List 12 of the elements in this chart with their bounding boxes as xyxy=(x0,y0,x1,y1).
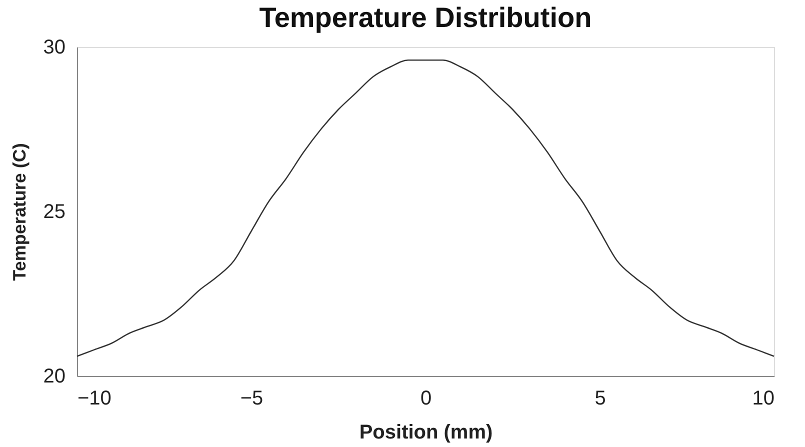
x-tick-label: 10 xyxy=(752,388,774,410)
line-series xyxy=(76,60,775,357)
chart-title: Temperature Distribution xyxy=(259,2,592,33)
x-tick-label: 5 xyxy=(594,388,606,410)
x-tick-label: 0 xyxy=(420,388,432,410)
y-tick-label: 30 xyxy=(43,36,66,58)
x-tick-label: −5 xyxy=(240,388,264,410)
y-tick-label: 25 xyxy=(43,201,66,223)
x-axis-title: Position (mm) xyxy=(359,422,493,444)
y-tick-label: 20 xyxy=(43,366,66,388)
y-axis-title: Temperature (C) xyxy=(9,143,30,281)
x-tick-label: −10 xyxy=(78,388,112,410)
